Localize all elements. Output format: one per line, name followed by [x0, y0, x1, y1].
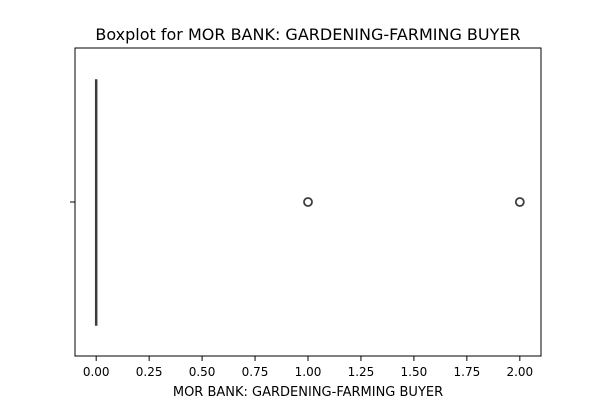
x-axis-ticks: 0.00 0.25 0.50 0.75 1.00 1.25 1.50 1.75 2.00 [83, 356, 533, 379]
x-tick-label: 1.00 [295, 365, 322, 379]
x-axis-label: MOR BANK: GARDENING-FARMING BUYER [173, 385, 443, 400]
x-tick-label: 0.75 [242, 365, 269, 379]
outlier-points [303, 197, 525, 207]
x-tick-label: 2.00 [506, 365, 533, 379]
box-element [94, 79, 98, 326]
x-tick-label: 1.75 [454, 365, 481, 379]
x-tick-label: 0.25 [136, 365, 163, 379]
x-tick-label: 0.50 [189, 365, 216, 379]
outlier-point [514, 197, 525, 207]
plot-area-frame [74, 47, 542, 357]
chart-title: Boxplot for MOR BANK: GARDENING-FARMING … [95, 25, 520, 44]
x-tick-label: 0.00 [83, 365, 110, 379]
outlier-point [303, 197, 313, 207]
x-tick-label: 1.50 [401, 365, 428, 379]
x-tick-label: 1.25 [348, 365, 375, 379]
